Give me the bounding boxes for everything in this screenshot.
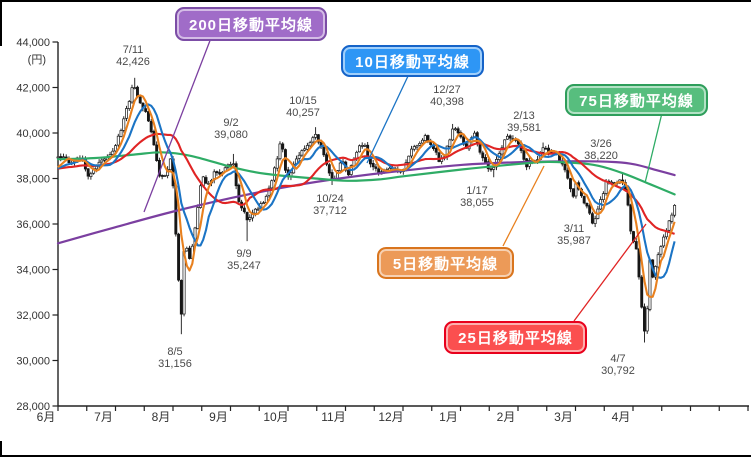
y-tick-label: 42,000 bbox=[16, 83, 50, 95]
ma-line-5day bbox=[57, 94, 676, 298]
y-tick-label: 32,000 bbox=[16, 310, 50, 322]
x-month-label: 7月 bbox=[94, 410, 113, 424]
x-month-label: 6月 bbox=[37, 410, 56, 424]
ma-label-75day: 75日移動平均線 bbox=[565, 84, 708, 116]
frame-border-bottom bbox=[0, 455, 751, 457]
frame-border-left-top bbox=[0, 0, 2, 46]
x-month-label: 9月 bbox=[209, 410, 228, 424]
annotation-price: 35,987 bbox=[557, 235, 591, 247]
annotation-date: 10/24 bbox=[316, 193, 344, 205]
annotation-date: 2/13 bbox=[513, 110, 534, 122]
y-tick-label: 30,000 bbox=[16, 356, 50, 368]
y-tick-label: 40,000 bbox=[16, 128, 50, 140]
x-month-label: 11月 bbox=[321, 410, 345, 424]
annotation-price: 30,792 bbox=[601, 365, 635, 377]
annotation-date: 3/11 bbox=[564, 223, 585, 235]
annotation-date: 1/17 bbox=[466, 185, 487, 197]
annotation-price: 38,220 bbox=[584, 150, 618, 162]
ma-label-5day-text: 5日移動平均線 bbox=[392, 255, 499, 273]
frame-border-left-bottom bbox=[0, 441, 2, 457]
annotation-price: 38,055 bbox=[460, 197, 494, 209]
annotation-date: 4/7 bbox=[610, 353, 625, 365]
frame-border-top bbox=[0, 0, 751, 2]
x-month-label: 10月 bbox=[263, 410, 288, 424]
annotation-date: 9/2 bbox=[223, 117, 238, 129]
ma-label-200day-text: 200日移動平均線 bbox=[188, 16, 314, 34]
x-month-label: 2月 bbox=[497, 410, 516, 424]
ma-label-25day: 25日移動平均線 bbox=[444, 321, 587, 354]
ma-label-25day-text: 25日移動平均線 bbox=[458, 330, 573, 347]
annotation-price: 37,712 bbox=[313, 205, 347, 217]
y-tick-label: 36,000 bbox=[16, 219, 50, 231]
x-month-label: 1月 bbox=[439, 410, 458, 424]
annotation-price: 39,080 bbox=[214, 129, 248, 141]
annotation-price: 39,581 bbox=[507, 122, 541, 134]
x-month-label: 4月 bbox=[612, 410, 631, 424]
annotation-date: 10/15 bbox=[289, 95, 317, 107]
annotation-date: 8/5 bbox=[167, 346, 182, 358]
x-month-label: 3月 bbox=[554, 410, 573, 424]
annotation-price: 40,257 bbox=[286, 107, 320, 119]
annotation-price: 31,156 bbox=[158, 358, 192, 370]
candles-layer bbox=[56, 77, 677, 343]
y-tick-label: 34,000 bbox=[16, 265, 50, 277]
annotation-price: 42,426 bbox=[116, 56, 150, 68]
x-month-label: 8月 bbox=[152, 410, 171, 424]
annotation-date: 9/9 bbox=[236, 248, 251, 260]
ma-label-10day-text: 10日移動平均線 bbox=[355, 53, 470, 71]
ma-label-5day: 5日移動平均線 bbox=[377, 247, 514, 279]
x-month-label: 12月 bbox=[378, 410, 403, 424]
y-tick-label: 44,000 bbox=[16, 37, 50, 49]
annotation-price: 35,247 bbox=[227, 260, 261, 272]
annotation-price: 40,398 bbox=[430, 96, 464, 108]
ma-label-10day: 10日移動平均線 bbox=[341, 45, 484, 77]
axes: 44,000 42,000 40,000 38,000 36,000 34,000 32,0… bbox=[16, 37, 749, 424]
ma-label-75day-text: 75日移動平均線 bbox=[579, 92, 694, 110]
annotation-date: 7/11 bbox=[123, 44, 144, 56]
y-axis-unit: (円) bbox=[28, 54, 46, 66]
y-tick-label: 38,000 bbox=[16, 174, 50, 186]
y-tick-label: 28,000 bbox=[16, 401, 50, 413]
ma-line-25day bbox=[57, 132, 675, 235]
annotation-date: 12/27 bbox=[433, 84, 461, 96]
annotation-date: 3/26 bbox=[590, 138, 611, 150]
label-leader-lines bbox=[143, 37, 663, 322]
ma-line-10day bbox=[57, 103, 676, 279]
ma-label-200day: 200日移動平均線 bbox=[175, 7, 327, 41]
